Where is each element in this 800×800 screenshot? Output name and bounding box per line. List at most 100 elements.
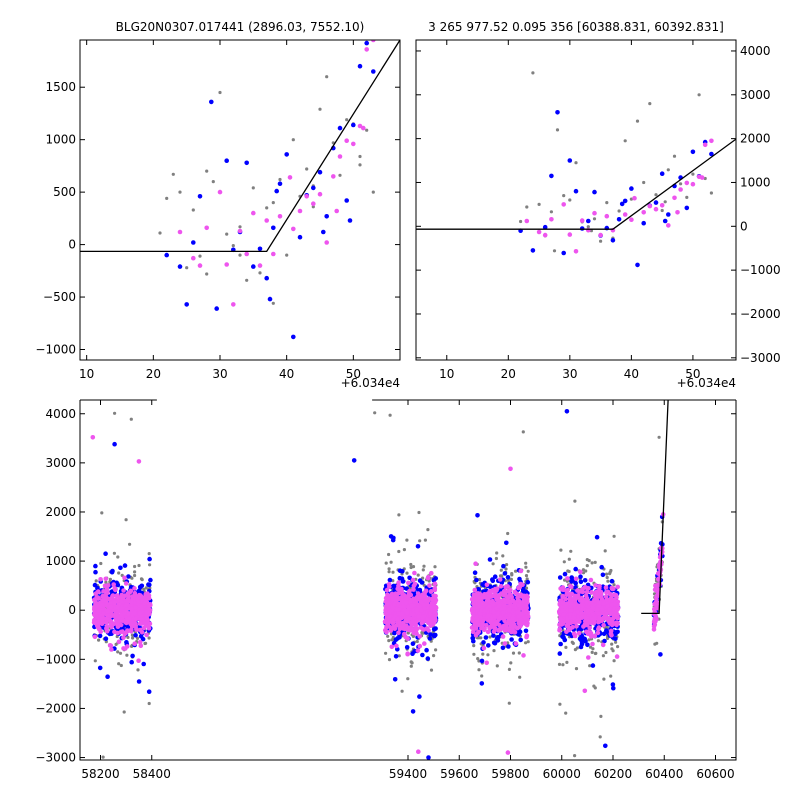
data-point [524, 565, 528, 569]
data-point [432, 605, 437, 611]
y-tick-label: −3000 [35, 751, 76, 765]
data-point [97, 627, 102, 632]
data-point [472, 570, 478, 575]
data-point [129, 417, 133, 421]
data-point [135, 596, 140, 602]
data-point [258, 271, 262, 275]
data-point [604, 213, 610, 219]
data-point [652, 601, 657, 607]
data-point [231, 302, 236, 307]
data-point [97, 633, 103, 639]
data-point [99, 621, 105, 626]
data-point [420, 614, 426, 619]
data-point [605, 589, 611, 595]
data-point [487, 557, 493, 562]
data-point [608, 611, 613, 617]
data-point [421, 602, 427, 608]
data-point [92, 606, 97, 612]
data-point [561, 250, 566, 256]
data-point [124, 602, 129, 607]
data-point [557, 575, 563, 580]
data-point [605, 575, 609, 580]
data-point [658, 545, 664, 551]
data-point [184, 302, 189, 307]
x-tick-label: 10 [79, 367, 94, 381]
data-point [126, 611, 131, 617]
data-point [133, 633, 138, 638]
data-point [432, 654, 436, 658]
data-point [116, 555, 120, 559]
data-point [144, 609, 150, 615]
data-point [418, 595, 423, 600]
data-point [291, 138, 295, 142]
data-point [132, 600, 138, 605]
data-point [525, 205, 529, 209]
data-point [217, 189, 223, 195]
data-point [585, 629, 591, 635]
data-point [585, 564, 589, 568]
data-point [413, 628, 419, 634]
data-point [104, 601, 110, 607]
data-point [569, 549, 573, 553]
data-point [131, 636, 135, 640]
data-point [601, 654, 606, 658]
data-point [371, 69, 376, 74]
data-point [144, 613, 149, 619]
y-tick-label: −2000 [740, 307, 781, 321]
data-point [615, 584, 620, 590]
data-point [93, 601, 98, 607]
data-point [578, 644, 584, 650]
data-point [699, 175, 705, 180]
data-point [562, 571, 568, 577]
data-point [304, 194, 310, 199]
data-point [389, 591, 395, 597]
data-point [136, 679, 142, 684]
y-tick-label: 3000 [740, 88, 771, 102]
data-point [297, 208, 303, 214]
data-point [518, 617, 524, 623]
data-point [357, 123, 363, 129]
data-point [574, 667, 579, 671]
data-point [507, 628, 512, 633]
data-point [109, 613, 114, 619]
data-point [562, 194, 566, 198]
data-point [117, 662, 121, 666]
data-point [557, 662, 562, 667]
data-point [570, 624, 575, 630]
data-point [136, 658, 141, 663]
data-point [507, 667, 511, 672]
data-point [491, 588, 496, 594]
data-point [113, 411, 117, 415]
data-point [475, 513, 480, 518]
data-point [525, 620, 530, 626]
data-point [105, 590, 110, 596]
data-point [480, 618, 486, 624]
data-point [611, 685, 616, 691]
data-point [580, 589, 586, 595]
data-point [426, 628, 431, 633]
data-point [133, 570, 137, 574]
data-point [614, 640, 618, 644]
data-point [111, 582, 116, 587]
data-point [357, 63, 363, 69]
data-point [589, 229, 594, 233]
data-point [136, 459, 142, 464]
data-point [108, 601, 113, 606]
data-point [224, 158, 229, 163]
data-point [418, 607, 424, 613]
data-point [371, 190, 375, 194]
data-point [224, 262, 229, 267]
data-point [395, 616, 401, 622]
data-point [518, 675, 522, 679]
data-point [585, 642, 590, 648]
data-point [685, 195, 689, 199]
data-point [469, 597, 475, 602]
data-point [610, 642, 614, 646]
data-point [655, 587, 660, 592]
data-point [410, 611, 416, 617]
data-point [127, 616, 132, 621]
data-point [488, 635, 492, 639]
data-point [358, 154, 362, 159]
data-point [291, 334, 296, 340]
x-tick-label: 59600 [440, 767, 478, 781]
